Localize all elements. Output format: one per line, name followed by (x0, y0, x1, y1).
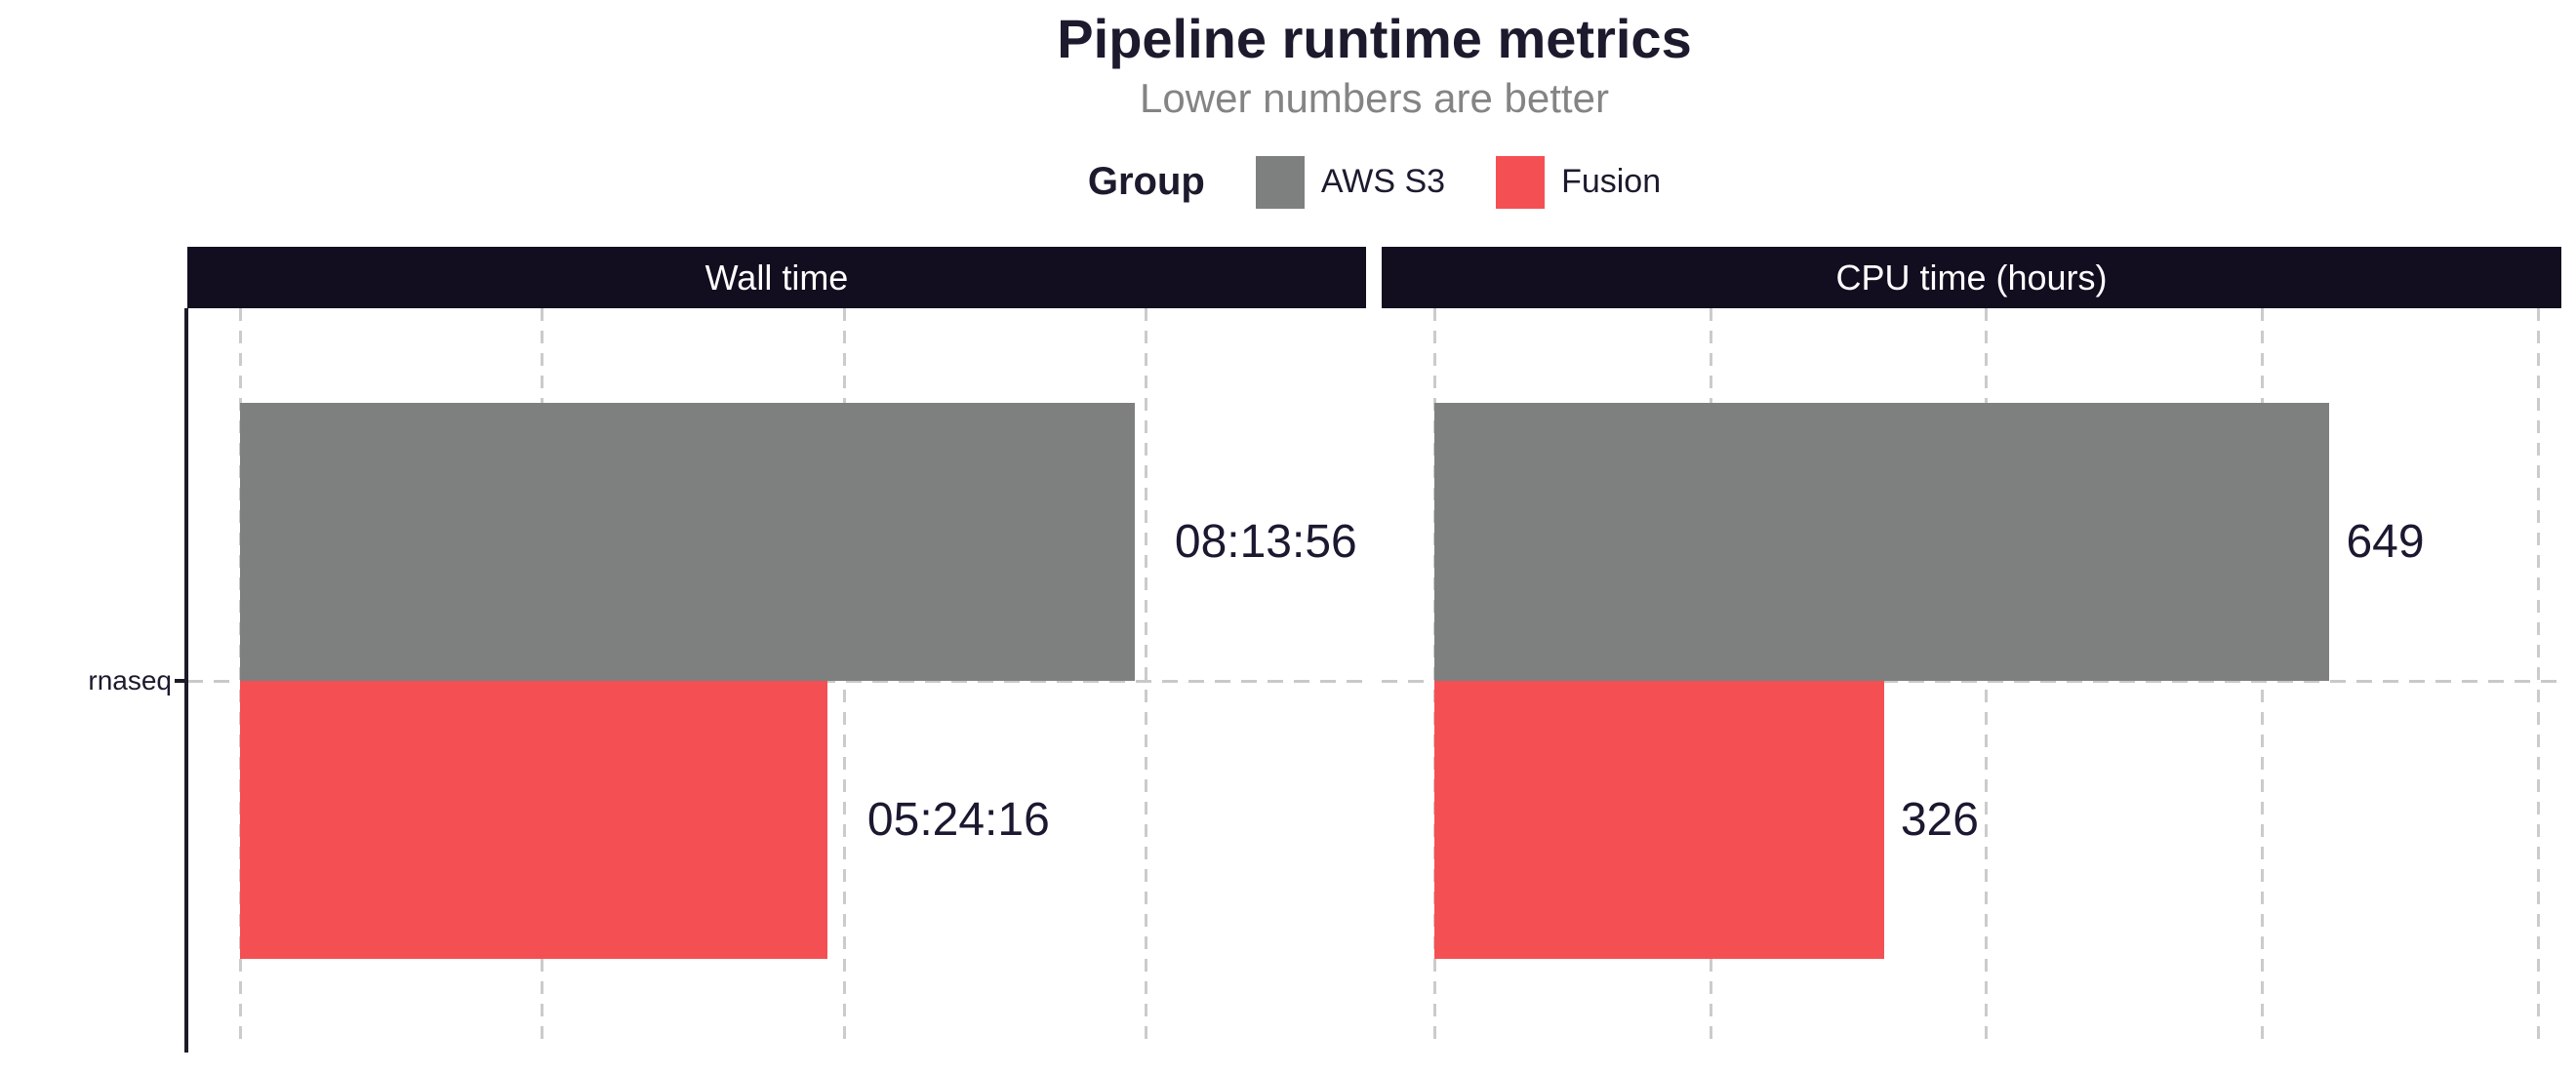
legend-item-fusion: Fusion (1496, 155, 1662, 209)
legend-item-aws-s3: AWS S3 (1255, 155, 1446, 209)
legend: Group AWS S3 Fusion (187, 155, 2561, 210)
bar-aws-s3 (240, 403, 1135, 681)
chart-title: Pipeline runtime metrics (1057, 8, 1692, 69)
gridline-vertical-800 (2536, 308, 2540, 1049)
chart-header: Pipeline runtime metrics Lower numbers a… (187, 0, 2561, 210)
value-label-fusion: 326 (1900, 793, 1979, 846)
chart-subtitle: Lower numbers are better (1140, 75, 1609, 122)
value-label-aws-s3: 649 (2346, 515, 2425, 568)
legend-label-fusion: Fusion (1561, 163, 1662, 201)
gridline-horizontal-rnaseq (1382, 680, 2561, 683)
legend-title: Group (1087, 160, 1205, 204)
panel-header-label: Wall time (704, 257, 849, 298)
panel-header-cpu-time: CPU time (hours) (1382, 247, 2561, 308)
legend-label-aws-s3: AWS S3 (1320, 163, 1446, 201)
bar-fusion (1434, 681, 1884, 959)
facet-cpu-time: CPU time (hours) 649 326 (1382, 247, 2561, 1049)
y-axis-tick-rnaseq (175, 679, 188, 683)
panel-header-wall-time: Wall time (187, 247, 1366, 308)
value-label-aws-s3: 08:13:56 (1174, 515, 1357, 568)
bar-aws-s3 (1434, 403, 2330, 681)
panel-header-label: CPU time (hours) (1835, 257, 2108, 298)
value-label-fusion: 05:24:16 (866, 793, 1050, 846)
panel-plot-area-wall-time: 08:13:56 05:24:16 (187, 308, 1366, 1049)
facet-wall-time: Wall time 08:13:56 05:24:16 (187, 247, 1366, 1049)
legend-swatch-fusion (1496, 155, 1546, 209)
bar-fusion (240, 681, 827, 959)
legend-swatch-aws-s3 (1255, 155, 1305, 209)
panel-plot-area-cpu-time: 649 326 (1382, 308, 2561, 1049)
gridline-vertical-30000 (1145, 308, 1148, 1049)
y-axis-label-rnaseq: rnaseq (88, 665, 172, 695)
